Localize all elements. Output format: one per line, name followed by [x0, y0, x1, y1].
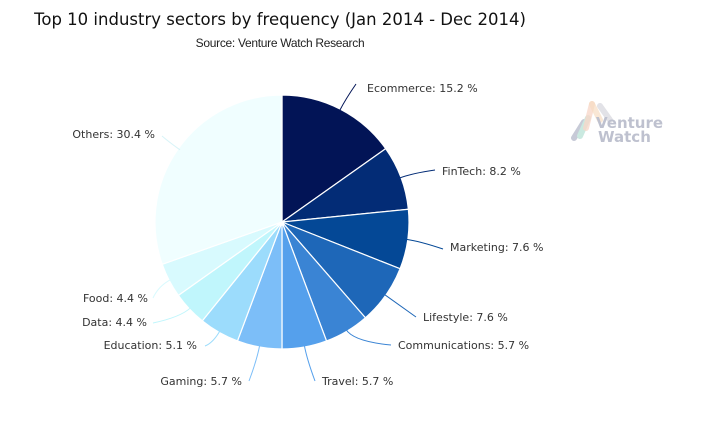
data-label-fintech: FinTech: 8.2 % — [442, 165, 521, 178]
leader-line-gaming — [248, 344, 261, 382]
leader-line-fintech — [398, 169, 436, 179]
leader-line-data — [152, 307, 192, 324]
leader-line-lifestyle — [383, 293, 417, 318]
data-label-travel: Travel: 5.7 % — [321, 375, 393, 388]
data-label-communications: Communications: 5.7 % — [398, 339, 529, 352]
leader-line-education — [204, 330, 221, 347]
svg-text:Watch: Watch — [598, 128, 651, 144]
data-label-lifestyle: Lifestyle: 7.6 % — [423, 311, 508, 324]
leader-line-communications — [345, 329, 392, 346]
leader-line-marketing — [405, 238, 444, 250]
leader-line-travel — [303, 344, 316, 382]
data-label-ecommerce: Ecommerce: 15.2 % — [367, 82, 478, 95]
data-label-data: Data: 4.4 % — [82, 316, 147, 329]
data-label-marketing: Marketing: 7.6 % — [450, 241, 543, 254]
data-label-food: Food: 4.4 % — [83, 292, 148, 305]
data-label-gaming: Gaming: 5.7 % — [160, 375, 242, 388]
chart-subtitle: Source: Venture Watch Research — [195, 36, 365, 50]
leader-line-ecommerce — [339, 83, 357, 112]
data-label-others: Others: 30.4 % — [72, 128, 155, 141]
data-label-education: Education: 5.1 % — [104, 339, 197, 352]
chart-title: Top 10 industry sectors by frequency (Ja… — [34, 10, 526, 29]
leader-line-others — [161, 135, 181, 151]
svg-text:Venture: Venture — [596, 114, 663, 132]
leader-line-food — [152, 279, 172, 299]
venture-watch-logo: Venture Watch — [571, 101, 663, 144]
